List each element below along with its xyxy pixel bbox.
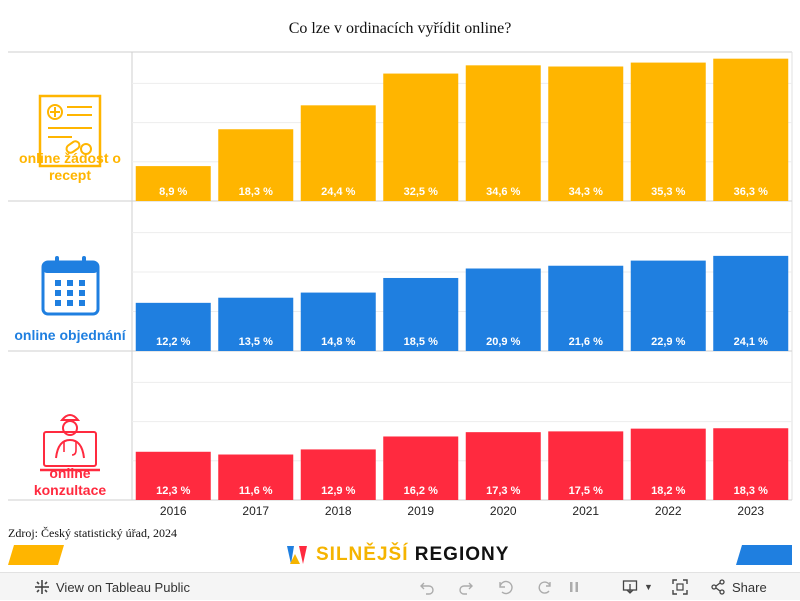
bar bbox=[465, 268, 541, 351]
bar bbox=[548, 431, 624, 500]
x-tick-label: 2017 bbox=[242, 504, 269, 518]
fullscreen-icon bbox=[672, 579, 688, 595]
bar bbox=[630, 62, 706, 202]
chevron-down-icon: ▼ bbox=[644, 582, 653, 592]
bar bbox=[713, 428, 789, 500]
bar bbox=[383, 436, 459, 500]
chart-title: Co lze v ordinacích vyřídit online? bbox=[288, 20, 512, 37]
tableau-toolbar: View on Tableau Public ▼ bbox=[0, 572, 800, 600]
x-tick-label: 2016 bbox=[160, 504, 187, 518]
bar bbox=[300, 449, 376, 500]
bar-data-label: 18,2 % bbox=[651, 485, 685, 497]
bar bbox=[383, 277, 459, 351]
bar bbox=[135, 302, 211, 351]
undo-button[interactable] bbox=[419, 573, 435, 601]
view-on-tableau-label: View on Tableau Public bbox=[56, 579, 190, 595]
bar-data-label: 13,5 % bbox=[239, 336, 273, 348]
bar-data-label: 24,1 % bbox=[734, 336, 768, 348]
bar-data-label: 16,2 % bbox=[404, 485, 438, 497]
brand-logo: SILNĚJŠÍ REGIONY bbox=[286, 541, 509, 569]
bar bbox=[630, 428, 706, 500]
brand-word-1: SILNĚJŠÍ bbox=[316, 544, 409, 565]
bar-data-label: 36,3 % bbox=[734, 186, 768, 198]
bar-data-label: 8,9 % bbox=[159, 186, 187, 198]
bar-data-label: 12,9 % bbox=[321, 485, 355, 497]
share-label: Share bbox=[732, 579, 767, 595]
bar-data-label: 35,3 % bbox=[651, 186, 685, 198]
redo-button[interactable] bbox=[458, 573, 474, 601]
bar-data-label: 22,9 % bbox=[651, 336, 685, 348]
chart: 8,9 % 18,3 % 24,4 % 32,5 % 34,6 % 34,3 % 35,3 … bbox=[8, 51, 793, 518]
bar-data-label: 17,3 % bbox=[486, 485, 520, 497]
brand-logo-icon bbox=[287, 546, 307, 564]
bar bbox=[383, 73, 459, 201]
bar bbox=[300, 292, 376, 351]
doctor-laptop-icon bbox=[40, 414, 100, 472]
bar-data-label: 32,5 % bbox=[404, 186, 438, 198]
x-tick-label: 2021 bbox=[572, 504, 599, 518]
calendar-icon bbox=[41, 256, 100, 316]
bar-data-label: 34,6 % bbox=[486, 186, 520, 198]
prescription-icon bbox=[38, 94, 102, 168]
bar-data-label: 18,5 % bbox=[404, 336, 438, 348]
undo-icon bbox=[419, 579, 435, 595]
bar bbox=[135, 451, 211, 500]
brand-word-2: REGIONY bbox=[414, 544, 510, 565]
download-button[interactable]: ▼ bbox=[622, 573, 653, 601]
refresh-button[interactable] bbox=[537, 573, 553, 601]
revert-button[interactable] bbox=[498, 573, 514, 601]
download-icon bbox=[622, 579, 638, 595]
bar-data-label: 34,3 % bbox=[569, 186, 603, 198]
brand-stripe-left bbox=[8, 545, 64, 565]
bar-data-label: 24,4 % bbox=[321, 186, 355, 198]
bar-data-label: 12,3 % bbox=[156, 485, 190, 497]
pause-icon bbox=[566, 579, 582, 595]
bar-data-label: 12,2 % bbox=[156, 336, 190, 348]
x-tick-label: 2018 bbox=[325, 504, 352, 518]
x-tick-label: 2019 bbox=[407, 504, 434, 518]
x-tick-label: 2022 bbox=[655, 504, 682, 518]
bar bbox=[548, 66, 624, 201]
brand-stripe-right bbox=[736, 545, 792, 565]
series-label: online konzultace bbox=[34, 465, 107, 498]
series-label: online objednání bbox=[14, 327, 126, 343]
bar bbox=[465, 65, 541, 202]
tableau-logo-icon bbox=[34, 579, 50, 595]
bar bbox=[300, 105, 376, 201]
x-tick-label: 2020 bbox=[490, 504, 517, 518]
bar-data-label: 11,6 % bbox=[239, 485, 273, 497]
bar-data-label: 18,3 % bbox=[239, 186, 273, 198]
bar-data-label: 17,5 % bbox=[569, 485, 603, 497]
bar bbox=[713, 58, 789, 202]
bar-data-label: 18,3 % bbox=[734, 485, 768, 497]
bar bbox=[548, 265, 624, 351]
bar-data-label: 21,6 % bbox=[569, 336, 603, 348]
bar bbox=[713, 255, 789, 351]
bar-data-label: 20,9 % bbox=[486, 336, 520, 348]
share-icon bbox=[710, 579, 726, 595]
source-note: Zdroj: Český statistický úřad, 2024 bbox=[8, 526, 177, 540]
brand-name: SILNĚJŠÍ REGIONY bbox=[316, 544, 509, 566]
series-label: online žádost o recept bbox=[19, 150, 121, 183]
redo-icon bbox=[458, 579, 474, 595]
revert-icon bbox=[498, 579, 514, 595]
refresh-icon bbox=[537, 579, 553, 595]
share-button[interactable]: Share bbox=[710, 573, 767, 601]
bar bbox=[218, 129, 294, 201]
bar bbox=[630, 260, 706, 351]
fullscreen-button[interactable] bbox=[672, 573, 688, 601]
bar-data-label: 14,8 % bbox=[321, 336, 355, 348]
pause-button[interactable] bbox=[566, 573, 582, 601]
view-on-tableau-button[interactable]: View on Tableau Public bbox=[34, 573, 190, 601]
bar bbox=[218, 297, 294, 351]
bar bbox=[465, 432, 541, 500]
bar bbox=[135, 166, 211, 201]
x-tick-label: 2023 bbox=[737, 504, 764, 518]
bar bbox=[218, 454, 294, 500]
